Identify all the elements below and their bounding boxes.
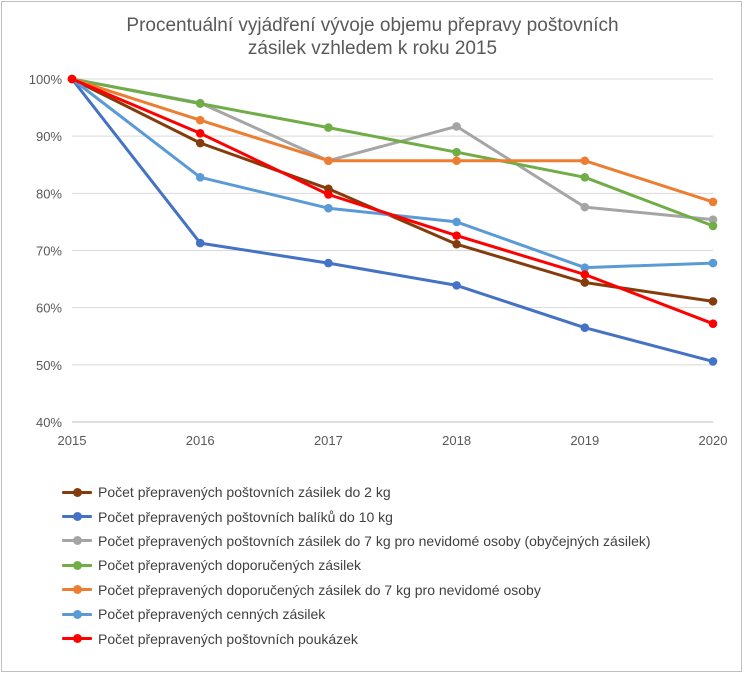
legend-swatch [62,634,92,644]
series-point [708,297,718,306]
series-point [324,190,333,199]
series-point [452,281,461,290]
plot-area: 40% 50% 60% 70% 80% 90% 100% 2015 2016 2017 2018 20… [29,72,728,448]
legend-label: Počet přepravených cenných zásilek [98,606,326,623]
series-point [452,122,461,131]
series-point [580,156,590,166]
y-tick-label: 60% [36,301,62,316]
series-point [324,156,333,166]
legend-swatch [62,560,92,570]
legend-label: Počet přepravených doporučených zásilek [98,557,362,574]
chart-title: Procentuální vyjádření vývoje objemu pře… [126,15,619,59]
legend-swatch [62,512,92,522]
x-tick-label: 2019 [570,433,599,448]
legend-item: Počet přepravených cenných zásilek [62,602,651,626]
x-tick-label: 2015 [58,433,87,448]
series-point [195,129,205,138]
series-point [580,263,590,272]
series-point [452,231,461,240]
series-point [324,123,333,132]
legend-label: Počet přepravených poštovních zásilek do… [98,484,391,501]
x-tick-label: 2016 [186,433,215,448]
series-line [70,77,715,222]
series-point [324,203,333,213]
series-line [70,77,715,326]
legend-label: Počet přepravených poštovních balíků do … [98,508,393,525]
series-point [708,197,718,207]
series-point [324,258,333,268]
series-point [195,238,205,248]
legend: Počet přepravených poštovních zásilek do… [62,480,651,651]
x-tick-label: 2017 [314,433,343,448]
legend-item: Počet přepravených doporučených zásilek [62,553,651,577]
legend-item: Počet přepravených poštovních zásilek do… [62,480,651,504]
legend-item: Počet přepravených poštovních poukázek [62,626,651,650]
series-point [452,147,461,157]
legend-label: Počet přepravených poštovních zásilek do… [98,532,651,549]
series-point [580,278,590,287]
series-point [452,217,461,227]
series-point [708,319,718,328]
series-point [195,99,205,108]
series-line [70,77,715,228]
legend-label: Počet přepravených doporučených zásilek … [98,581,541,598]
series-line [70,77,715,270]
y-tick-label: 90% [36,129,62,144]
series-point [195,173,205,182]
legend-item: Počet přepravených poštovních balíků do … [62,504,651,528]
legend-swatch [62,487,92,497]
series-point [452,239,461,249]
series-point [580,173,590,182]
y-tick-label: 100% [29,72,63,87]
legend-swatch [62,609,92,619]
series-line [70,77,715,363]
x-tick-label: 2020 [699,433,728,448]
legend-swatch [62,536,92,546]
y-tick-label: 40% [36,415,62,430]
y-tick-label: 70% [36,244,62,259]
y-tick-label: 50% [36,358,62,373]
legend-label: Počet přepravených poštovních poukázek [98,630,358,647]
series-point [708,258,718,268]
legend-item: Počet přepravených doporučených zásilek … [62,578,651,602]
series-point [67,74,77,84]
series-point [195,138,205,148]
series-point [580,202,590,212]
series-point [580,270,590,279]
series-point [580,323,590,332]
series-point [452,156,461,166]
series-point [708,215,718,224]
series-line [70,77,715,204]
legend-swatch [62,585,92,595]
series-point [708,357,718,366]
x-tick-label: 2018 [442,433,471,448]
series-point [708,221,718,231]
series-point [195,115,205,125]
legend-item: Počet přepravených poštovních zásilek do… [62,529,651,553]
y-tick-label: 80% [36,186,62,201]
